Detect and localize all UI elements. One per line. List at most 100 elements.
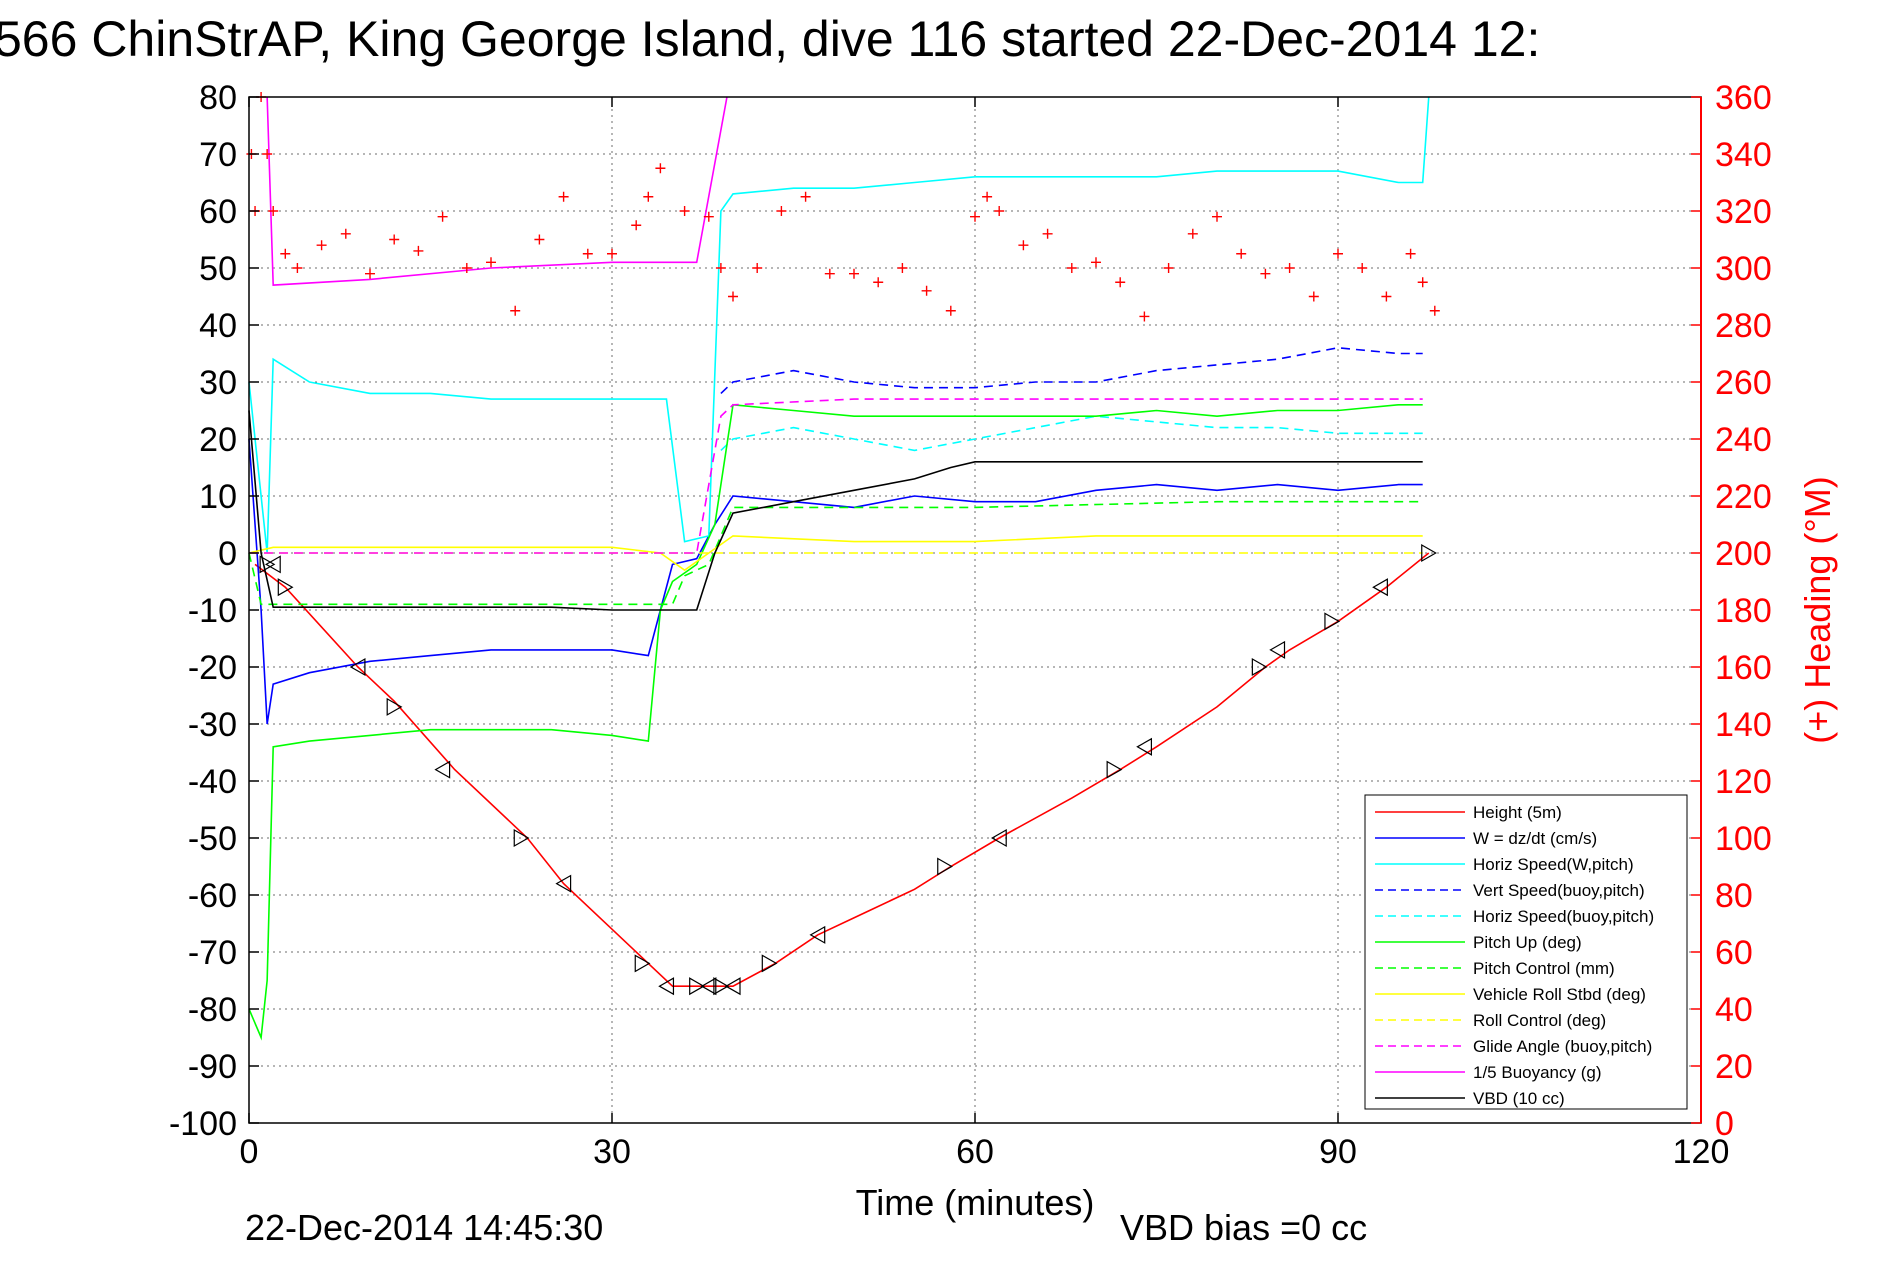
marker-point	[724, 977, 741, 996]
y-tick-label: -60	[188, 877, 237, 915]
y-tick-label: 0	[218, 535, 237, 573]
heading-point	[1405, 248, 1416, 259]
y2-tick-label: 280	[1715, 307, 1772, 345]
y-tick-label: -40	[188, 763, 237, 801]
marker-point	[658, 977, 675, 996]
marker-point	[1106, 760, 1123, 779]
series-line-9	[249, 398, 1423, 554]
x-axis-label: Time (minutes)	[856, 1182, 1095, 1223]
heading-point	[1115, 277, 1126, 288]
heading-point	[873, 277, 884, 288]
heading-point	[1429, 305, 1440, 316]
series-line-5	[248, 403, 1423, 1041]
plot-area	[246, 92, 1702, 1124]
y-tick-label: -30	[188, 706, 237, 744]
heading-point	[316, 240, 327, 251]
marker-point	[689, 977, 705, 996]
y2-tick-label: 260	[1715, 364, 1772, 402]
heading-point	[365, 268, 375, 279]
y-axis-left: 80 70 60 50 40 30 20 10 0 -10 -20 -30 -40 -50 -60 -70 -8…	[169, 79, 259, 1143]
legend-label: VBD (10 cc)	[1473, 1089, 1565, 1108]
marker-point	[1136, 737, 1153, 756]
y2-tick-label: 240	[1715, 421, 1772, 459]
y2-tick-label: 80	[1715, 877, 1753, 915]
x-tick-label: 120	[1673, 1133, 1730, 1171]
marker-point	[513, 828, 530, 848]
heading-point	[1139, 311, 1150, 322]
heading-point	[534, 234, 545, 245]
y2-tick-label: 120	[1715, 763, 1772, 801]
marker-point	[386, 697, 403, 716]
heading-point	[703, 211, 714, 222]
series-line-10	[266, 96, 728, 286]
heading-point	[970, 211, 980, 222]
y-tick-label: 20	[199, 421, 237, 459]
heading-point	[752, 263, 763, 273]
heading-layer	[246, 92, 1440, 322]
y-tick-label: 40	[199, 307, 237, 345]
x-tick-label: 90	[1319, 1133, 1357, 1171]
marker-point	[1251, 657, 1268, 677]
heading-point	[558, 191, 569, 202]
y-tick-label: -70	[188, 934, 237, 972]
heading-point	[1018, 240, 1029, 251]
heading-point	[582, 248, 593, 259]
heading-point	[655, 163, 666, 174]
marker-point	[264, 555, 281, 574]
heading-point	[1042, 228, 1053, 239]
heading-point	[1308, 291, 1319, 302]
y-tick-label: 70	[199, 136, 237, 174]
marker-point	[1324, 612, 1341, 631]
y-tick-label: -20	[188, 649, 237, 687]
heading-point	[437, 211, 448, 222]
marker-point	[761, 954, 778, 973]
heading-point	[800, 191, 811, 202]
y2-tick-label: 180	[1715, 592, 1772, 630]
x-tick-label: 0	[240, 1133, 259, 1171]
legend: Height (5m) W = dz/dt (cm/s) Horiz Speed(W…	[1364, 794, 1688, 1110]
heading-point	[776, 206, 787, 216]
series-layer	[248, 96, 1430, 1041]
marker-point	[1372, 578, 1388, 597]
marker-point	[259, 555, 276, 574]
heading-point	[728, 291, 738, 302]
marker-point	[713, 977, 730, 996]
x-tick-label: 60	[956, 1133, 994, 1171]
series-line-11	[248, 410, 1423, 611]
legend-label: Roll Control (deg)	[1473, 1011, 1606, 1030]
marker-point	[809, 925, 826, 944]
heading-point	[292, 263, 303, 273]
y2-tick-label: 140	[1715, 706, 1772, 744]
marker-point	[555, 874, 572, 893]
heading-point	[1091, 257, 1101, 268]
y-tick-label: 10	[199, 478, 237, 516]
heading-point	[1236, 248, 1247, 259]
footer-date: 22-Dec-2014 14:45:30	[245, 1207, 603, 1248]
series-line-3	[720, 346, 1423, 394]
y-tick-label: 80	[199, 79, 237, 117]
y2-tick-label: 200	[1715, 535, 1772, 573]
legend-box	[1364, 794, 1688, 1110]
y-tick-label: 50	[199, 250, 237, 288]
legend-label: Horiz Speed(W,pitch)	[1473, 855, 1634, 874]
heading-point	[1284, 263, 1295, 273]
heading-point	[1357, 263, 1368, 273]
y-tick-label: -10	[188, 592, 237, 630]
heading-point	[1417, 277, 1428, 288]
heading-point	[849, 268, 859, 279]
heading-point	[280, 248, 291, 259]
marker-point	[700, 977, 717, 996]
heading-point	[643, 191, 654, 202]
y2-tick-label: 360	[1715, 79, 1772, 117]
heading-point	[607, 248, 617, 259]
heading-point	[982, 191, 993, 202]
y2-tick-label: 60	[1715, 934, 1753, 972]
legend-label: Vehicle Roll Stbd (deg)	[1473, 985, 1646, 1004]
series-line-1	[248, 438, 1423, 725]
heading-point	[1212, 211, 1222, 222]
y-tick-label: -50	[188, 820, 237, 858]
heading-point	[824, 268, 835, 279]
heading-point	[268, 206, 279, 216]
heading-point	[921, 285, 932, 296]
